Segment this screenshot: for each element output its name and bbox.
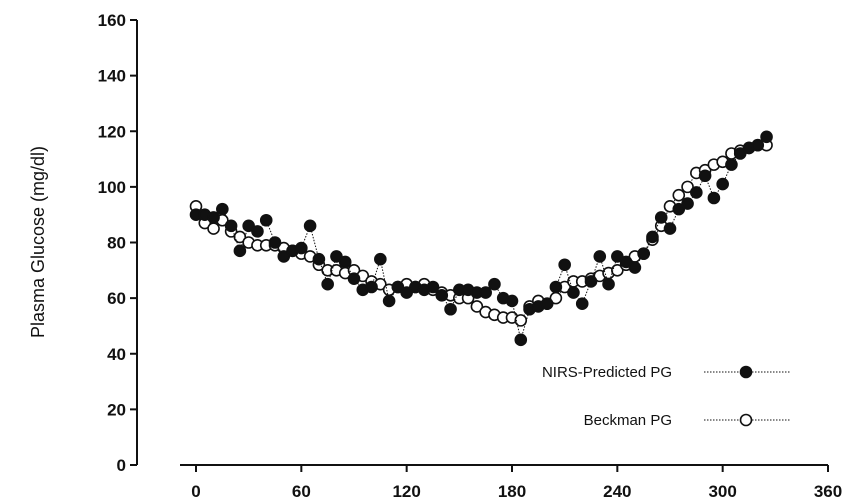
nirs-point xyxy=(207,211,220,224)
nirs-point xyxy=(277,250,291,263)
y-tick-label: 60 xyxy=(107,289,126,308)
nirs-point xyxy=(488,277,501,291)
x-tick-label: 300 xyxy=(708,482,736,501)
nirs-point xyxy=(321,277,334,291)
nirs-point xyxy=(303,219,317,233)
nirs-point xyxy=(365,280,378,294)
nirs-point xyxy=(646,230,659,244)
x-tick-label: 240 xyxy=(603,482,631,501)
x-tick-label: 360 xyxy=(814,482,842,501)
series-layer xyxy=(189,130,773,347)
nirs-point xyxy=(426,280,440,294)
nirs-point xyxy=(330,250,343,263)
y-tick-label: 0 xyxy=(117,456,126,475)
nirs-point xyxy=(654,211,668,224)
nirs-point xyxy=(382,294,396,308)
nirs-point xyxy=(558,258,571,272)
nirs-point xyxy=(628,261,642,274)
nirs-point xyxy=(672,202,686,216)
beckman-point xyxy=(233,230,247,244)
nirs-point xyxy=(435,289,449,302)
nirs-point xyxy=(567,286,580,299)
nirs-point xyxy=(251,225,264,238)
nirs-point xyxy=(374,252,387,266)
nirs-point xyxy=(690,186,703,199)
x-tick-label: 180 xyxy=(498,482,526,501)
nirs-point xyxy=(751,138,765,152)
nirs-point xyxy=(479,286,492,299)
x-tick-label: 60 xyxy=(292,482,311,501)
beckman-point xyxy=(672,188,686,202)
nirs-point xyxy=(760,130,773,144)
nirs-point xyxy=(312,252,326,266)
nirs-point xyxy=(400,286,413,299)
legend-item: Beckman PG xyxy=(584,412,790,429)
y-tick-label: 20 xyxy=(107,400,126,419)
legend-marker xyxy=(739,413,753,427)
series-beckman xyxy=(189,138,773,327)
y-tick-label: 140 xyxy=(98,67,126,86)
beckman-point xyxy=(470,300,484,313)
y-tick-label: 80 xyxy=(107,234,126,253)
nirs-point xyxy=(549,280,563,294)
nirs-point xyxy=(268,236,282,249)
legend: NIRS-Predicted PG Beckman PG xyxy=(542,364,790,429)
nirs-point xyxy=(216,202,229,216)
y-tick-label: 160 xyxy=(98,11,126,30)
nirs-point xyxy=(444,302,457,316)
nirs-point xyxy=(295,241,308,255)
legend-label: NIRS-Predicted PG xyxy=(542,364,672,381)
nirs-point xyxy=(593,250,607,263)
beckman-point xyxy=(681,180,694,194)
y-tick-label: 120 xyxy=(98,122,126,141)
nirs-point xyxy=(505,294,519,308)
nirs-point xyxy=(391,280,405,294)
legend-marker xyxy=(739,365,753,379)
nirs-point xyxy=(338,255,352,269)
nirs-point xyxy=(637,247,650,260)
legend-item: NIRS-Predicted PG xyxy=(542,364,790,381)
nirs-point xyxy=(733,147,747,160)
nirs-point xyxy=(681,197,694,210)
nirs-point xyxy=(233,244,247,258)
x-tick-label: 120 xyxy=(392,482,420,501)
y-ticks: 0 20 40 60 80 100 120 140 160 xyxy=(98,11,137,475)
beckman-point xyxy=(611,264,624,277)
nirs-point xyxy=(347,272,361,285)
nirs-point xyxy=(619,255,633,269)
legend-label: Beckman PG xyxy=(584,412,672,429)
nirs-point xyxy=(224,219,238,233)
nirs-point xyxy=(725,158,738,171)
nirs-point xyxy=(716,177,729,191)
y-tick-label: 40 xyxy=(107,345,126,364)
nirs-point xyxy=(259,213,273,227)
x-ticks: 0 60 120 180 240 300 360 xyxy=(191,465,842,501)
nirs-point xyxy=(602,277,615,291)
nirs-point xyxy=(514,333,528,347)
nirs-point xyxy=(707,191,721,205)
nirs-point xyxy=(663,222,677,235)
nirs-point xyxy=(611,250,624,263)
series-nirs-predicted xyxy=(189,130,773,347)
beckman-point xyxy=(514,314,528,327)
x-tick-label: 0 xyxy=(191,482,200,501)
nirs-point xyxy=(540,297,554,310)
y-tick-label: 100 xyxy=(98,178,126,197)
y-axis-title: Plasma Glucose (mg/dl) xyxy=(28,146,48,338)
nirs-point xyxy=(242,219,255,233)
nirs-point xyxy=(575,297,589,310)
nirs-point xyxy=(698,169,712,183)
beckman-point xyxy=(207,222,220,235)
nirs-point xyxy=(584,275,598,288)
